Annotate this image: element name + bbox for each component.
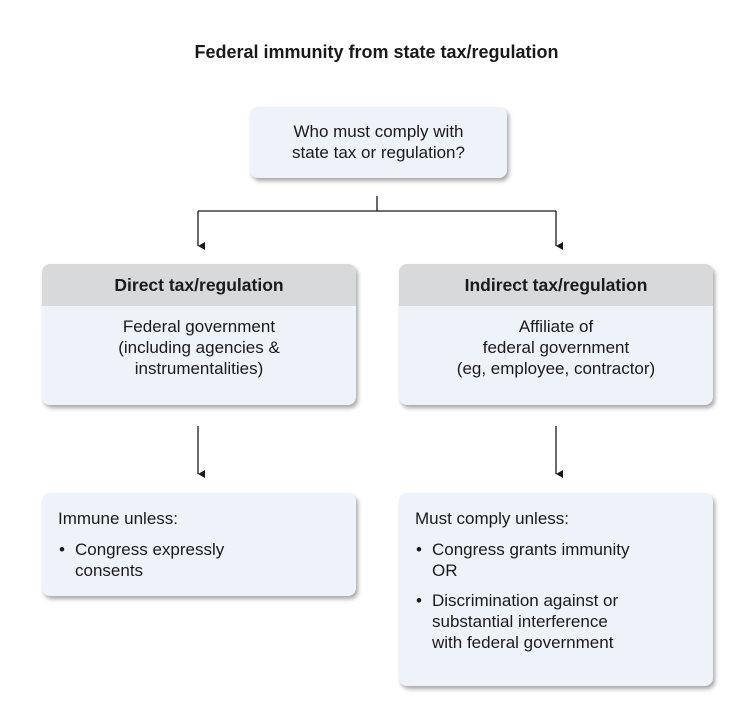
outcome-bullet-list: • Congress expressly consents bbox=[58, 539, 340, 581]
branch-line: (including agencies & bbox=[118, 338, 280, 357]
bullet-line: OR bbox=[432, 561, 458, 580]
branch-line: Federal government bbox=[122, 317, 276, 336]
outcome-lead: Immune unless: bbox=[58, 509, 178, 528]
outcome-bullet: • Discrimination against or substantial … bbox=[415, 590, 697, 653]
bullet-mark: • bbox=[416, 591, 422, 610]
immune-outcome-box: Immune unless: • Congress expressly cons… bbox=[42, 493, 356, 596]
indirect-branch-box: Indirect tax/regulation Affiliate of fed… bbox=[399, 264, 713, 405]
direct-branch-box: Direct tax/regulation Federal government… bbox=[42, 264, 356, 405]
question-line: state tax or regulation? bbox=[292, 143, 465, 162]
comply-outcome-box: Must comply unless: • Congress grants im… bbox=[399, 493, 713, 686]
bullet-line: Discrimination against or bbox=[432, 591, 619, 610]
bullet-mark: • bbox=[416, 540, 422, 559]
question-box: Who must comply with state tax or regula… bbox=[250, 107, 507, 178]
outcome-bullet: • Congress expressly consents bbox=[58, 539, 340, 581]
branch-line: instrumentalities) bbox=[134, 359, 264, 378]
direct-branch-body: Federal government (including agencies &… bbox=[42, 306, 356, 379]
indirect-branch-body: Affiliate of federal government (eg, emp… bbox=[399, 306, 713, 379]
bullet-line: Congress grants immunity bbox=[432, 540, 630, 559]
branch-line: federal government bbox=[482, 338, 630, 357]
branch-line: Affiliate of bbox=[518, 317, 594, 336]
bullet-line: Congress expressly bbox=[75, 540, 225, 559]
bullet-line: with federal government bbox=[432, 633, 614, 652]
bullet-line: consents bbox=[75, 561, 144, 580]
branch-line: (eg, employee, contractor) bbox=[456, 359, 656, 378]
bullet-mark: • bbox=[59, 540, 65, 559]
direct-branch-header: Direct tax/regulation bbox=[42, 264, 356, 306]
outcome-lead: Must comply unless: bbox=[415, 509, 569, 528]
outcome-bullet-list: • Congress grants immunity OR • Discrimi… bbox=[415, 539, 697, 653]
indirect-branch-header: Indirect tax/regulation bbox=[399, 264, 713, 306]
diagram-title: Federal immunity from state tax/regulati… bbox=[194, 42, 559, 62]
question-line: Who must comply with bbox=[293, 122, 464, 141]
outcome-bullet: • Congress grants immunity OR bbox=[415, 539, 697, 581]
bullet-line: substantial interference bbox=[432, 612, 608, 631]
